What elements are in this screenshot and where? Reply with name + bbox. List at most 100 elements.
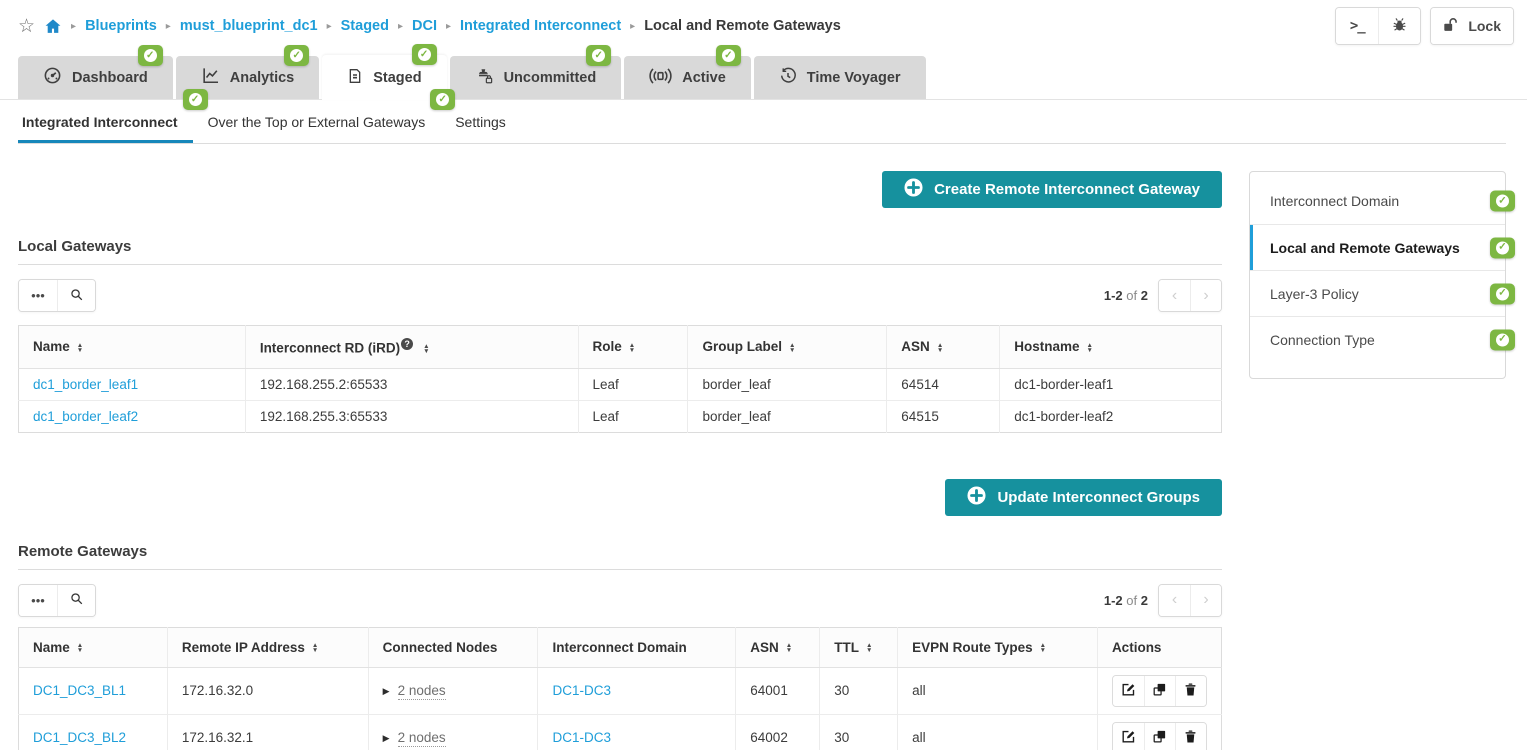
local-gateways-table: Name ▲ ▼ Interconnect RD (iRD)? ▲ ▼ Role ▲ ▼ G…: [18, 325, 1222, 433]
edit-button[interactable]: [1112, 722, 1144, 750]
local-gateways-title: Local Gateways: [18, 238, 1222, 265]
column-header-name[interactable]: Name ▲ ▼: [18, 627, 168, 668]
breadcrumb-separator-icon: ▸: [71, 20, 77, 32]
tab-staged[interactable]: Staged ✓: [322, 44, 447, 100]
column-header-ttl[interactable]: TTL ▲ ▼: [819, 627, 898, 668]
update-interconnect-groups-button[interactable]: Update Interconnect Groups: [945, 478, 1222, 516]
breadcrumb-blueprints[interactable]: Blueprints: [85, 18, 157, 34]
breadcrumb-staged[interactable]: Staged: [340, 18, 389, 34]
group-label-cell: border_leaf: [687, 368, 887, 400]
blueprint-tabs: Dashboard ✓ Analytics ✓ Staged ✓ Uncommi…: [0, 44, 1527, 100]
evpn-route-types-cell: all: [897, 713, 1098, 750]
interconnect-domain-link[interactable]: DC1-DC3: [552, 730, 611, 745]
column-header-asn[interactable]: ASN ▲ ▼: [735, 627, 820, 668]
column-header-role[interactable]: Role ▲ ▼: [577, 325, 688, 369]
history-clock-icon: [779, 67, 797, 89]
clone-button[interactable]: [1143, 675, 1175, 706]
column-header-interconnect-domain: Interconnect Domain: [537, 627, 736, 668]
column-header-asn[interactable]: ASN ▲ ▼: [886, 325, 1000, 369]
breadcrumb-separator-icon: ▸: [397, 20, 403, 32]
check-badge-icon: ✓: [1490, 190, 1515, 212]
debug-button[interactable]: [1378, 8, 1421, 44]
edit-button[interactable]: [1112, 675, 1144, 706]
pagination-prev-button[interactable]: ‹: [1159, 280, 1190, 311]
more-actions-button[interactable]: •••: [19, 584, 57, 616]
clone-button[interactable]: [1143, 722, 1175, 750]
interconnect-domain-link[interactable]: DC1-DC3: [552, 683, 611, 698]
subtab-integrated-interconnect[interactable]: Integrated Interconnect ✓: [18, 89, 208, 143]
tab-label: Uncommitted: [503, 69, 597, 86]
sidebar-item-interconnect-domain[interactable]: Interconnect Domain ✓: [1250, 178, 1515, 224]
remote-gateway-link[interactable]: DC1_DC3_BL2: [33, 730, 127, 745]
sort-icon: ▲ ▼: [628, 341, 636, 354]
sort-icon: ▲ ▼: [1086, 341, 1093, 354]
sidebar-item-label: Layer-3 Policy: [1270, 285, 1359, 302]
pagination-prev-button[interactable]: ‹: [1159, 584, 1190, 616]
page-content: Create Remote Interconnect Gateway Local…: [0, 144, 1527, 750]
check-badge-icon: ✓: [430, 89, 456, 110]
document-icon: [347, 67, 363, 89]
terminal-button[interactable]: >_: [1336, 8, 1379, 44]
tab-label: Staged: [373, 69, 422, 86]
tab-active[interactable]: Active ✓: [624, 45, 751, 99]
sidebar-item-local-and-remote-gateways[interactable]: Local and Remote Gateways ✓: [1250, 224, 1515, 270]
delete-button[interactable]: [1174, 675, 1206, 706]
column-header-group-label[interactable]: Group Label ▲ ▼: [687, 325, 887, 369]
plus-circle-icon: [904, 178, 923, 201]
edit-icon: [1121, 682, 1136, 700]
edit-icon: [1121, 729, 1136, 747]
ttl-cell: 30: [819, 667, 898, 714]
breadcrumb-integrated-interconnect[interactable]: Integrated Interconnect: [460, 18, 622, 34]
tab-dashboard[interactable]: Dashboard ✓: [18, 45, 173, 99]
breadcrumb-separator-icon: ▸: [445, 20, 452, 32]
search-button[interactable]: [57, 584, 95, 616]
check-badge-icon: ✓: [182, 89, 208, 110]
subtab-label: Over the Top or External Gateways: [207, 113, 426, 130]
sidebar-item-layer-3-policy[interactable]: Layer-3 Policy ✓: [1250, 270, 1515, 316]
breadcrumb-separator-icon: ▸: [326, 20, 332, 32]
column-header-ird[interactable]: Interconnect RD (iRD)? ▲ ▼: [244, 325, 579, 369]
connected-nodes-expander[interactable]: ▶ 2 nodes: [382, 729, 446, 747]
subtab-label: Settings: [455, 113, 506, 130]
remote-gateways-toolbar: ••• 1-2 of 2 ‹ ›: [18, 583, 1222, 617]
column-header-remote-ip[interactable]: Remote IP Address ▲ ▼: [166, 627, 369, 668]
subtab-settings[interactable]: Settings: [440, 100, 521, 143]
column-header-hostname[interactable]: Hostname ▲ ▼: [999, 325, 1222, 369]
connected-nodes-expander[interactable]: ▶ 2 nodes: [382, 682, 446, 700]
search-button[interactable]: [57, 280, 95, 311]
breadcrumb-blueprint-name[interactable]: must_blueprint_dc1: [179, 18, 318, 34]
local-gateway-link[interactable]: dc1_border_leaf1: [33, 376, 139, 392]
more-actions-button[interactable]: •••: [19, 280, 57, 311]
subtab-over-the-top[interactable]: Over the Top or External Gateways ✓: [193, 89, 456, 143]
check-badge-icon: ✓: [1490, 329, 1515, 350]
create-remote-interconnect-gateway-button[interactable]: Create Remote Interconnect Gateway: [882, 171, 1222, 208]
sidebar-item-label: Connection Type: [1270, 331, 1375, 348]
broadcast-icon: [649, 67, 672, 89]
evpn-route-types-cell: all: [897, 667, 1098, 714]
sidebar-item-connection-type[interactable]: Connection Type ✓: [1250, 316, 1515, 362]
tab-time-voyager[interactable]: Time Voyager: [753, 56, 926, 99]
column-header-name[interactable]: Name ▲ ▼: [18, 325, 246, 369]
pagination-next-button[interactable]: ›: [1190, 584, 1221, 616]
subtab-label: Integrated Interconnect: [22, 113, 178, 130]
asn-cell: 64514: [886, 368, 1000, 400]
delete-button[interactable]: [1174, 722, 1206, 750]
help-icon[interactable]: ?: [401, 338, 414, 350]
pagination-next-button[interactable]: ›: [1190, 280, 1221, 311]
check-badge-icon: ✓: [284, 45, 310, 66]
button-label: Create Remote Interconnect Gateway: [934, 181, 1200, 198]
pagination-label: 1-2 of 2: [1103, 592, 1148, 608]
favorite-star-icon[interactable]: ☆: [18, 15, 36, 37]
breadcrumb-dci[interactable]: DCI: [412, 18, 437, 34]
lock-button[interactable]: Lock: [1431, 8, 1513, 44]
sort-icon: ▲ ▼: [76, 341, 84, 354]
remote-gateway-link[interactable]: DC1_DC3_BL1: [33, 683, 127, 698]
tab-uncommitted[interactable]: Uncommitted ✓: [449, 45, 622, 99]
gauge-icon: [43, 66, 62, 89]
home-icon[interactable]: [44, 18, 62, 35]
local-gateway-link[interactable]: dc1_border_leaf2: [33, 408, 139, 424]
column-header-evpn-route-types[interactable]: EVPN Route Types ▲ ▼: [897, 627, 1098, 668]
expand-triangle-icon: ▶: [382, 732, 390, 743]
sort-icon: ▲ ▼: [76, 641, 84, 654]
check-badge-icon: ✓: [586, 45, 612, 66]
